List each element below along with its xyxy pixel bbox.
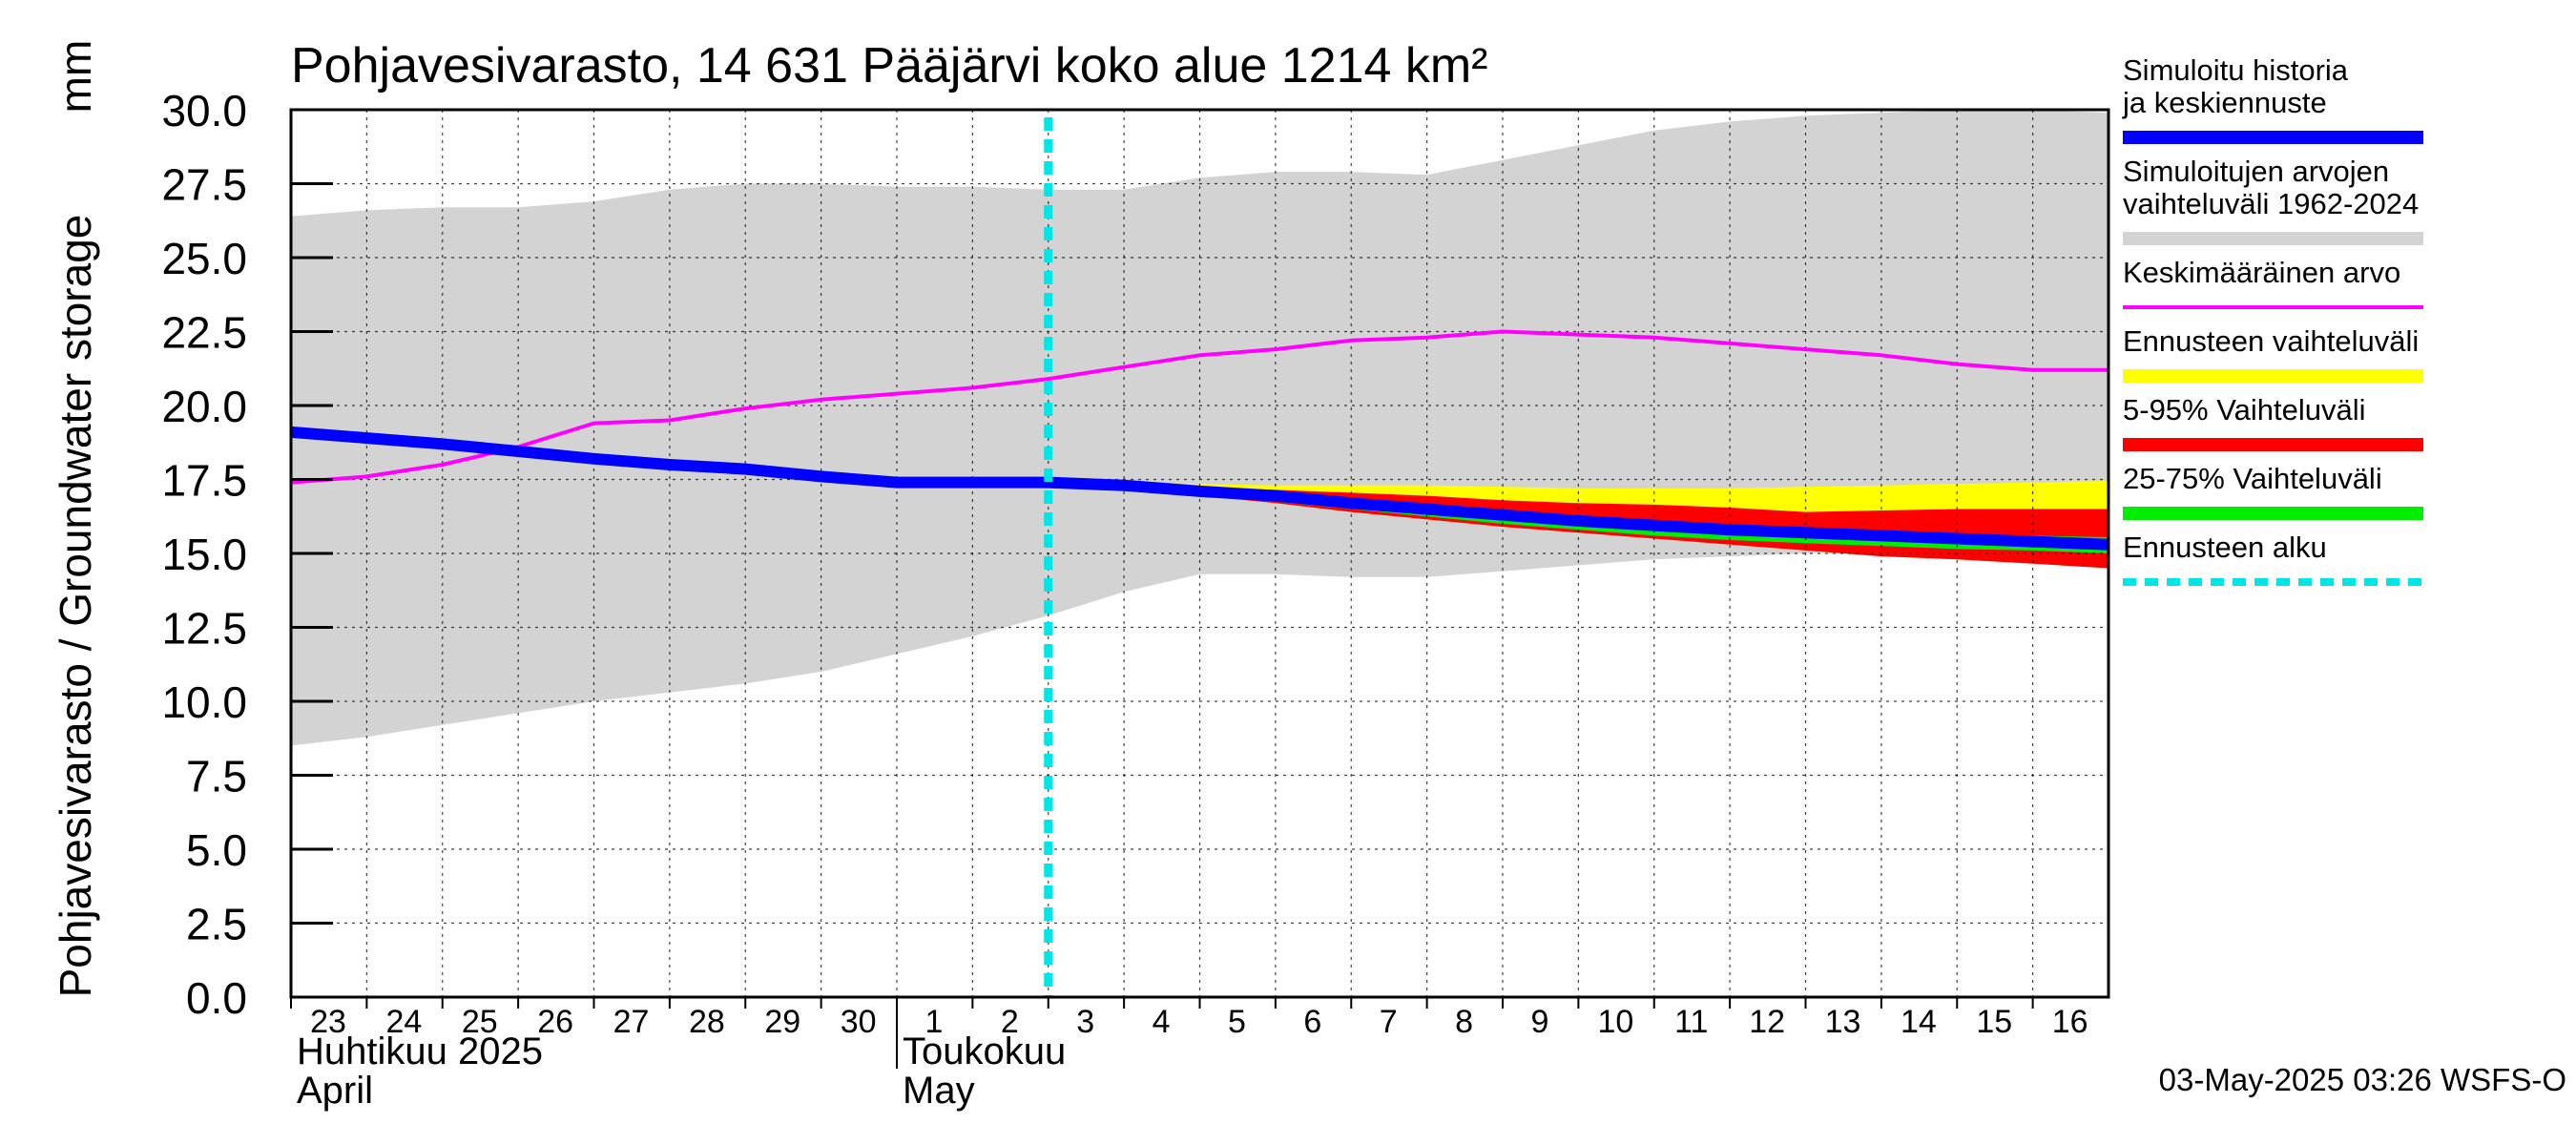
x-tick-label: 15 — [1976, 1004, 2012, 1040]
y-tick-label: 7.5 — [186, 752, 247, 802]
legend-label: Simuloitu historia — [2123, 53, 2349, 87]
series-keskim-r-inen-arvo — [290, 329, 2109, 485]
month-label: Huhtikuu 2025 — [297, 1030, 543, 1072]
legend-swatch — [2123, 131, 2423, 144]
y-tick-label: 22.5 — [161, 308, 247, 358]
x-tick-label: 8 — [1455, 1004, 1473, 1040]
y-tick-label: 12.5 — [161, 604, 247, 654]
x-tick-label: 30 — [841, 1004, 877, 1040]
x-tick-label: 28 — [689, 1004, 725, 1040]
y-tick-label: 25.0 — [161, 234, 247, 283]
legend-swatch — [2123, 369, 2423, 383]
y-tick-label: 2.5 — [186, 900, 247, 949]
x-tick-label: 5 — [1228, 1004, 1246, 1040]
y-tick-label: 20.0 — [161, 382, 247, 431]
x-tick-label: 27 — [613, 1004, 650, 1040]
month-label: Toukokuu — [903, 1030, 1066, 1072]
y-tick-label: 30.0 — [161, 86, 247, 135]
series-simuloitu-historia-ja-keskiennuste — [290, 426, 2109, 551]
y-tick-label: 5.0 — [186, 825, 247, 875]
legend-swatch — [2123, 232, 2423, 245]
y-tick-label: 15.0 — [161, 530, 247, 579]
month-label-en: April — [297, 1070, 373, 1112]
x-tick-label: 25 — [462, 1004, 498, 1040]
y-axis-label: Pohjavesivarasto / Groundwater storage — [51, 215, 100, 998]
x-tick-label: 11 — [1674, 1004, 1708, 1040]
legend-label: 25-75% Vaihteluväli — [2123, 462, 2382, 495]
month-label-en: May — [903, 1070, 975, 1112]
legend-label: Simuloitujen arvojen — [2123, 155, 2389, 188]
x-tick-label: 6 — [1303, 1004, 1321, 1040]
y-tick-label: 0.0 — [186, 973, 247, 1023]
y-tick-label: 17.5 — [161, 456, 247, 506]
x-tick-label: 9 — [1531, 1004, 1549, 1040]
x-tick-label: 26 — [537, 1004, 573, 1040]
legend-label: 5-95% Vaihteluväli — [2123, 393, 2365, 427]
band-simuloitujen-arvojen-vaihteluv-li-1962-2024 — [291, 110, 2109, 746]
x-tick-label: 23 — [310, 1004, 346, 1040]
x-tick-label: 2 — [1001, 1004, 1019, 1040]
x-tick-label: 24 — [385, 1004, 422, 1040]
y-tick-label: 27.5 — [161, 160, 247, 210]
y-tick-label: 10.0 — [161, 677, 247, 727]
x-tick-label: 13 — [1825, 1004, 1861, 1040]
x-tick-label: 7 — [1380, 1004, 1398, 1040]
legend-swatch — [2123, 507, 2423, 520]
legend-swatch — [2123, 438, 2423, 451]
x-tick-label: 29 — [764, 1004, 800, 1040]
legend-label: Keskimääräinen arvo — [2123, 256, 2400, 289]
timestamp: 03-May-2025 03:26 WSFS-O — [2159, 1062, 2566, 1097]
x-tick-label: 16 — [2052, 1004, 2088, 1040]
legend-label: vaihteluväli 1962-2024 — [2123, 187, 2419, 220]
x-tick-label: 1 — [925, 1004, 944, 1040]
x-tick-label: 10 — [1597, 1004, 1633, 1040]
x-tick-label: 14 — [1901, 1004, 1937, 1040]
chart-title: Pohjavesivarasto, 14 631 Pääjärvi koko a… — [291, 38, 1488, 94]
x-tick-label: 4 — [1153, 1004, 1171, 1040]
y-axis-unit: mm — [51, 40, 100, 114]
x-tick-label: 12 — [1749, 1004, 1785, 1040]
legend-swatch — [2123, 305, 2423, 309]
legend-label: Ennusteen alku — [2123, 531, 2327, 564]
legend-label: ja keskiennuste — [2122, 86, 2327, 119]
legend-label: Ennusteen vaihteluväli — [2123, 324, 2419, 358]
x-tick-label: 3 — [1076, 1004, 1094, 1040]
